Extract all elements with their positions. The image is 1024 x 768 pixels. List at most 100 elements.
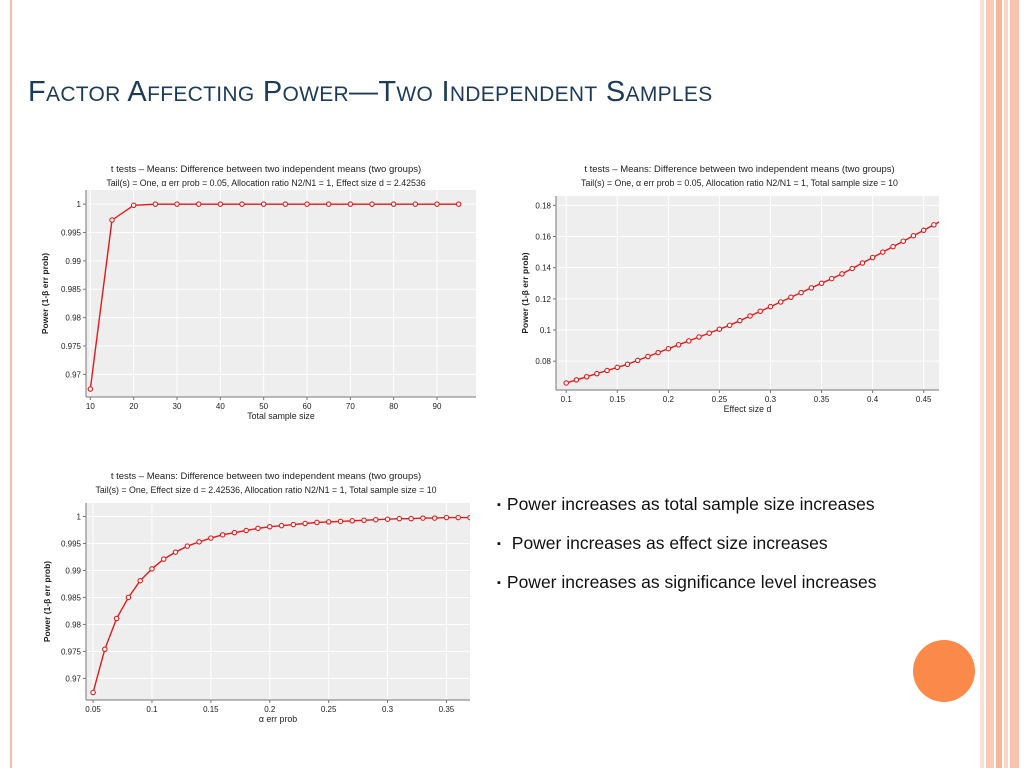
chart-subtitle: Tail(s) = One, α err prob = 0.05, Alloca… <box>106 178 425 188</box>
data-point <box>304 201 310 207</box>
data-point <box>113 615 120 622</box>
data-point <box>325 519 332 525</box>
x-tick-label: 0.15 <box>609 395 625 404</box>
data-point <box>149 566 155 572</box>
x-tick-label: 0.2 <box>663 395 675 404</box>
data-point <box>716 326 723 332</box>
data-point <box>686 338 692 344</box>
data-point <box>125 594 132 601</box>
data-point <box>325 201 332 207</box>
data-point <box>563 380 569 386</box>
data-point <box>624 361 631 368</box>
y-tick-label: 0.975 <box>61 647 82 656</box>
y-axis-label: Power (1-β err prob) <box>40 253 50 334</box>
data-point <box>90 689 96 696</box>
data-point <box>152 201 159 207</box>
data-point <box>290 521 297 528</box>
x-axis-label: α err prob <box>259 714 297 724</box>
chart-panel-alpha: t tests – Means: Difference between two … <box>42 467 470 725</box>
x-tick-label: 10 <box>86 402 95 411</box>
x-tick-label: 0.25 <box>712 395 728 404</box>
frame-stripe-5 <box>1010 0 1019 768</box>
x-tick-label: 0.05 <box>85 705 101 714</box>
x-tick-label: 0.3 <box>765 395 777 404</box>
y-axis-label: Power (1-β err prob) <box>520 252 530 333</box>
x-axis-label: Total sample size <box>247 411 315 421</box>
data-point <box>604 367 610 374</box>
data-point <box>696 334 702 340</box>
data-point <box>109 217 115 223</box>
data-point <box>347 201 354 207</box>
x-tick-label: 0.4 <box>867 395 879 404</box>
data-point <box>130 202 137 209</box>
y-tick-label: 1 <box>77 512 82 521</box>
chart-title: t tests – Means: Difference between two … <box>111 164 421 175</box>
data-point <box>412 201 419 207</box>
data-point <box>880 249 886 255</box>
data-point <box>314 519 320 526</box>
x-tick-label: 60 <box>303 402 312 411</box>
data-point <box>408 515 414 522</box>
frame-stripe-3 <box>996 0 1002 768</box>
chart-sample-size: t tests – Means: Difference between two … <box>40 164 476 421</box>
data-point <box>890 243 896 250</box>
x-tick-label: 0.25 <box>321 705 337 714</box>
y-tick-label: 0.97 <box>65 674 81 683</box>
data-point <box>420 515 426 521</box>
data-point <box>87 386 94 392</box>
x-tick-label: 0.1 <box>146 705 158 714</box>
y-axis-label: Power (1-β err prob) <box>42 561 52 642</box>
data-point <box>396 515 403 522</box>
data-point <box>614 364 621 371</box>
chart-alpha: t tests – Means: Difference between two … <box>42 471 470 724</box>
y-tick-label: 0.98 <box>65 314 81 323</box>
plot-area <box>86 190 476 397</box>
data-point <box>361 517 367 524</box>
y-tick-label: 0.1 <box>540 326 552 335</box>
x-tick-label: 20 <box>129 402 138 411</box>
data-point <box>443 514 450 521</box>
y-tick-label: 1 <box>77 200 82 209</box>
chart-subtitle: Tail(s) = One, Effect size d = 2.42536, … <box>96 485 437 495</box>
y-tick-label: 0.16 <box>535 233 551 242</box>
data-point <box>434 201 440 207</box>
data-point <box>910 232 917 239</box>
data-point <box>267 523 273 530</box>
data-point <box>931 222 937 228</box>
x-tick-label: 0.3 <box>382 705 394 714</box>
frame-stripe-4 <box>1004 0 1008 768</box>
data-point <box>757 308 764 315</box>
y-tick-label: 0.995 <box>61 539 82 548</box>
data-point <box>219 532 226 538</box>
data-point <box>839 271 845 277</box>
data-point <box>160 556 167 562</box>
series-group <box>90 514 470 696</box>
slide-title: FACTOR AFFECTING POWER—TWO INDEPENDENT S… <box>28 76 713 108</box>
x-tick-label: 0.15 <box>203 705 219 714</box>
data-point <box>243 527 249 534</box>
chart-title: t tests – Means: Difference between two … <box>111 471 421 482</box>
data-point <box>869 254 876 261</box>
data-point <box>196 539 202 545</box>
data-point <box>195 201 202 207</box>
bullet-marker: ▪ <box>497 538 501 550</box>
data-point <box>455 201 462 207</box>
data-point <box>655 349 661 356</box>
y-tick-label: 0.995 <box>61 229 82 238</box>
x-tick-label: 70 <box>346 402 355 411</box>
data-point <box>239 201 245 207</box>
y-tick-label: 0.975 <box>61 342 82 351</box>
data-point <box>184 543 191 549</box>
bullet-item: ▪ Power increases as total sample size in… <box>497 494 877 533</box>
y-tick-label: 0.18 <box>535 201 551 210</box>
data-point <box>645 353 651 360</box>
y-tick-label: 0.985 <box>61 285 82 294</box>
bullet-item: ▪ Power increases as significance level i… <box>497 572 877 611</box>
x-tick-label: 40 <box>216 402 225 411</box>
frame-stripe-1 <box>980 0 984 768</box>
data-point <box>706 330 712 336</box>
data-point <box>337 518 344 525</box>
y-tick-label: 0.14 <box>535 264 551 273</box>
x-axis-label: Effect size d <box>724 404 772 414</box>
data-point <box>859 260 866 266</box>
